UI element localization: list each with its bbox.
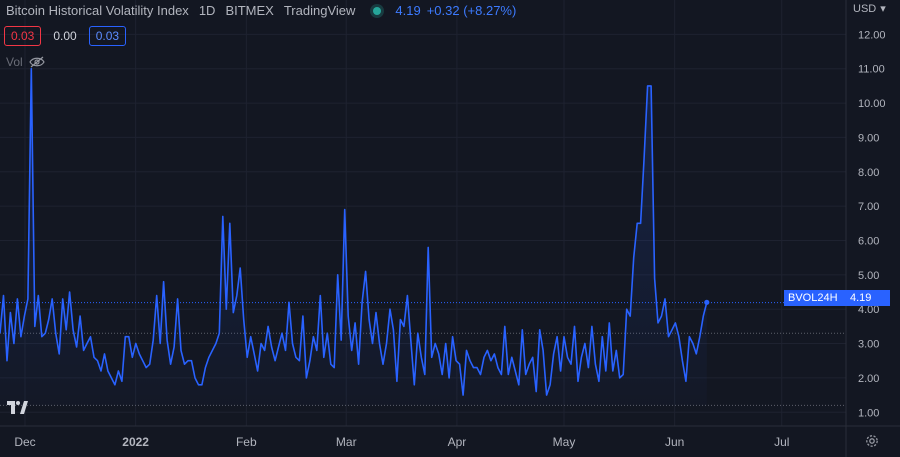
value-middle: 0.00	[53, 29, 77, 43]
exchange-label: BITMEX	[225, 3, 274, 18]
x-tick-label: Mar	[336, 435, 357, 449]
y-tick-label: 10.00	[858, 98, 886, 110]
volume-label: Vol	[6, 55, 23, 69]
y-tick-label: 6.00	[858, 235, 879, 247]
source-label: TradingView	[283, 3, 356, 18]
y-tick-label: 7.00	[858, 201, 879, 213]
y-tick-label: 4.00	[858, 304, 879, 316]
value-box-red: 0.03	[4, 26, 42, 46]
interval-label[interactable]: 1D	[198, 3, 216, 18]
price-change-value: +0.32 (+8.27%)	[426, 3, 517, 18]
y-tick-label: 8.00	[858, 167, 879, 179]
last-point-marker	[704, 299, 710, 305]
y-tick-label: 9.00	[858, 132, 879, 144]
series-line	[0, 67, 708, 396]
gear-icon[interactable]	[864, 433, 880, 449]
symbol-price-tag: BVOL24H	[784, 290, 850, 306]
chevron-down-icon: ▾	[880, 3, 886, 15]
y-tick-label: 1.00	[858, 407, 879, 419]
x-tick-label: 2022	[122, 435, 149, 449]
y-tick-label: 11.00	[858, 64, 885, 76]
y-tick-label: 3.00	[858, 339, 879, 351]
y-tick-label: 12.00	[858, 29, 886, 41]
tradingview-logo-icon[interactable]	[6, 398, 28, 416]
symbol-name[interactable]: Bitcoin Historical Volatility Index	[6, 3, 189, 18]
x-tick-label: Dec	[14, 435, 35, 449]
market-status-icon	[373, 6, 382, 15]
y-axis-ticks: 1.00 2.00 3.00 4.00 5.00 6.00 7.00 8.00 9.00 10.0…	[858, 29, 886, 419]
x-tick-label: May	[553, 435, 576, 449]
y-tick-label: 5.00	[858, 270, 879, 282]
x-tick-label: Apr	[448, 435, 467, 449]
last-price-tag: 4.19	[846, 290, 890, 306]
y-tick-label: 2.00	[858, 373, 879, 385]
x-tick-label: Jul	[774, 435, 789, 449]
value-box-blue: 0.03	[88, 26, 127, 46]
volume-indicator[interactable]: Vol	[6, 55, 45, 69]
currency-label: USD	[853, 2, 877, 15]
last-price-value: 4.19	[395, 3, 421, 18]
x-tick-label: Feb	[236, 435, 257, 449]
chart-legend: Bitcoin Historical Volatility Index 1D B…	[6, 3, 516, 18]
eye-hidden-icon[interactable]	[28, 56, 45, 68]
indicator-values: 0.03 0.00 0.03	[4, 26, 127, 46]
currency-selector[interactable]: USD ▾	[853, 2, 886, 16]
x-tick-label: Jun	[665, 435, 684, 449]
x-axis-ticks: Dec 2022 Feb Mar Apr May Jun Jul	[14, 435, 789, 449]
